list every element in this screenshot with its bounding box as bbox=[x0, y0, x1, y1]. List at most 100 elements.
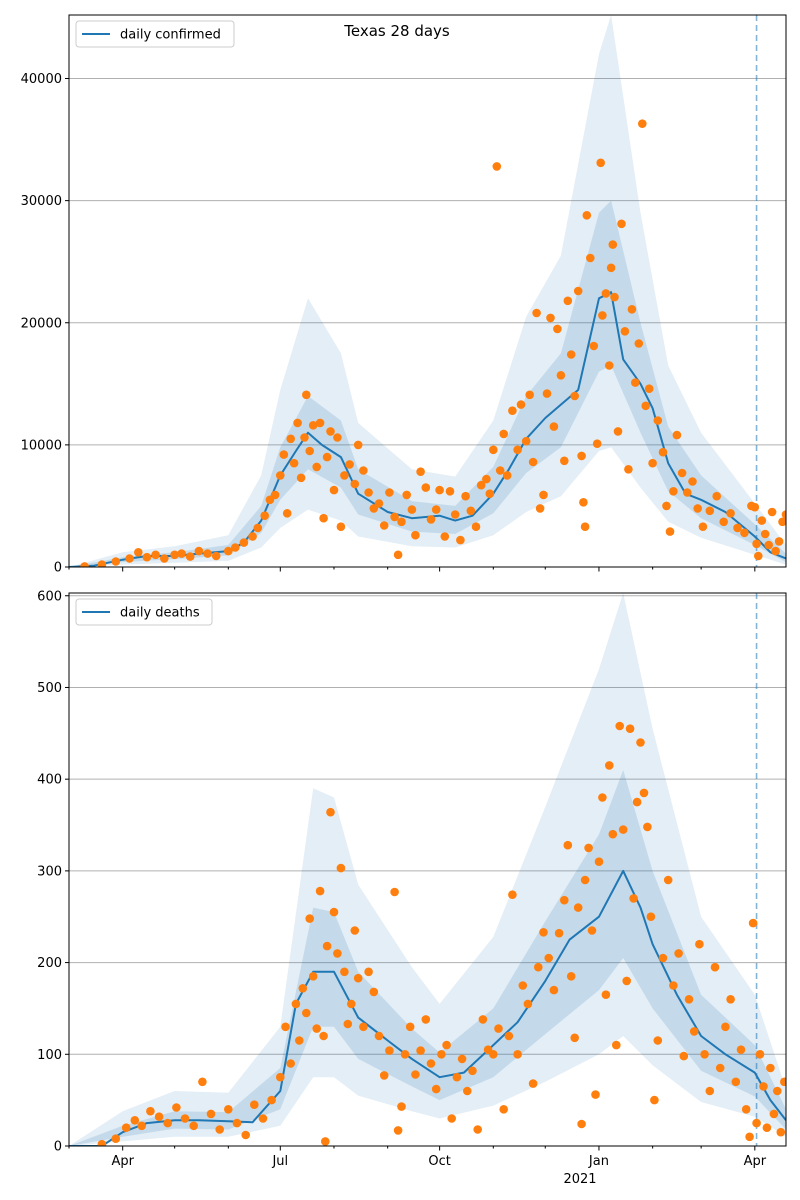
deaths-point bbox=[560, 895, 569, 905]
deaths-point bbox=[319, 1031, 328, 1041]
confirmed-point bbox=[582, 211, 592, 220]
deaths-legend-label: daily deaths bbox=[120, 606, 200, 621]
deaths-point bbox=[710, 962, 720, 972]
deaths-point bbox=[650, 1095, 659, 1105]
deaths-point bbox=[198, 1077, 207, 1087]
deaths-point bbox=[295, 1036, 304, 1045]
deaths-point bbox=[577, 1119, 586, 1129]
confirmed-point bbox=[596, 158, 605, 168]
confirmed-point bbox=[767, 507, 777, 517]
deaths-point bbox=[766, 1063, 775, 1073]
deaths-y-tick-label: 500 bbox=[37, 681, 62, 696]
confirmed-point bbox=[485, 489, 495, 499]
deaths-point bbox=[180, 1114, 190, 1123]
deaths-point bbox=[663, 875, 673, 885]
deaths-point bbox=[478, 1015, 488, 1024]
confirmed-point bbox=[546, 313, 555, 323]
confirmed-point bbox=[170, 550, 179, 560]
deaths-point bbox=[111, 1134, 121, 1143]
deaths-point bbox=[715, 1063, 725, 1073]
deaths-point bbox=[130, 1116, 140, 1125]
deaths-point bbox=[679, 1051, 689, 1061]
deaths-axes-frame bbox=[68, 592, 787, 1147]
confirmed-point bbox=[648, 458, 657, 468]
deaths-point bbox=[580, 875, 590, 885]
deaths-y-tick-label: 0 bbox=[54, 1140, 62, 1155]
confirmed-point bbox=[336, 522, 346, 531]
deaths-point bbox=[622, 976, 631, 986]
confirmed-point bbox=[407, 505, 417, 514]
deaths-point bbox=[473, 1125, 483, 1134]
deaths-point bbox=[780, 1077, 786, 1087]
deaths-point bbox=[343, 1019, 353, 1029]
deaths-point bbox=[653, 1036, 663, 1045]
deaths-point bbox=[426, 1059, 436, 1068]
confirmed-point bbox=[390, 512, 399, 522]
confirmed-point bbox=[445, 487, 455, 496]
deaths-point bbox=[570, 1033, 579, 1043]
deaths-point bbox=[369, 987, 379, 997]
deaths-point bbox=[457, 1054, 467, 1064]
deaths-inner-band bbox=[69, 770, 786, 1146]
deaths-point bbox=[591, 1090, 600, 1099]
confirmed-point bbox=[754, 551, 763, 561]
confirmed-point bbox=[683, 488, 692, 497]
deaths-point bbox=[528, 1079, 538, 1088]
confirmed-point bbox=[253, 523, 263, 533]
confirmed-point bbox=[726, 509, 735, 518]
deaths-point bbox=[674, 949, 683, 958]
deaths-point bbox=[745, 1132, 754, 1142]
deaths-point bbox=[726, 995, 735, 1004]
deaths-point bbox=[154, 1112, 164, 1121]
confirmed-point bbox=[151, 550, 160, 560]
deaths-point bbox=[232, 1118, 242, 1128]
confirmed-y-ticks: 0 10000 20000 30000 40000 bbox=[21, 72, 69, 576]
confirmed-point bbox=[421, 483, 431, 492]
confirmed-point bbox=[97, 560, 107, 567]
confirmed-point bbox=[224, 546, 233, 556]
deaths-point bbox=[308, 972, 318, 981]
confirmed-point bbox=[353, 440, 363, 450]
deaths-point bbox=[594, 857, 604, 866]
confirmed-point bbox=[627, 305, 637, 314]
deaths-point bbox=[250, 1100, 259, 1109]
deaths-x-tick-label: Oct bbox=[428, 1154, 450, 1169]
confirmed-point bbox=[289, 458, 299, 468]
deaths-point bbox=[689, 1027, 699, 1036]
confirmed-point bbox=[340, 471, 349, 480]
deaths-point bbox=[258, 1114, 268, 1123]
confirmed-point bbox=[592, 439, 602, 449]
deaths-point bbox=[137, 1121, 146, 1131]
confirmed-point bbox=[300, 433, 309, 442]
deaths-point bbox=[612, 1040, 621, 1050]
confirmed-point bbox=[757, 516, 767, 525]
confirmed-point bbox=[631, 378, 640, 387]
deaths-point bbox=[669, 981, 678, 990]
confirmed-point bbox=[364, 488, 373, 497]
confirmed-point bbox=[760, 529, 770, 539]
deaths-point bbox=[513, 1050, 522, 1059]
confirmed-point bbox=[450, 510, 460, 519]
deaths-point bbox=[421, 1015, 431, 1024]
confirmed-point bbox=[752, 539, 761, 549]
confirmed-point bbox=[319, 513, 328, 523]
deaths-point bbox=[549, 985, 559, 995]
deaths-point bbox=[215, 1125, 224, 1134]
deaths-point bbox=[769, 1109, 779, 1119]
deaths-point bbox=[353, 973, 363, 983]
deaths-point bbox=[618, 825, 628, 834]
deaths-point bbox=[224, 1105, 233, 1114]
confirmed-point bbox=[549, 422, 559, 431]
deaths-point bbox=[752, 1118, 761, 1128]
confirmed-point bbox=[513, 445, 522, 455]
confirmed-point bbox=[669, 487, 678, 496]
confirmed-point bbox=[495, 466, 505, 475]
confirmed-point bbox=[203, 549, 212, 558]
deaths-point bbox=[312, 1024, 322, 1033]
deaths-point bbox=[206, 1109, 216, 1119]
confirmed-panel: 0 10000 20000 30000 40000 Texas 28 days dail… bbox=[21, 14, 787, 576]
confirmed-point bbox=[194, 546, 204, 556]
deaths-point bbox=[563, 840, 573, 850]
confirmed-point bbox=[397, 517, 406, 527]
